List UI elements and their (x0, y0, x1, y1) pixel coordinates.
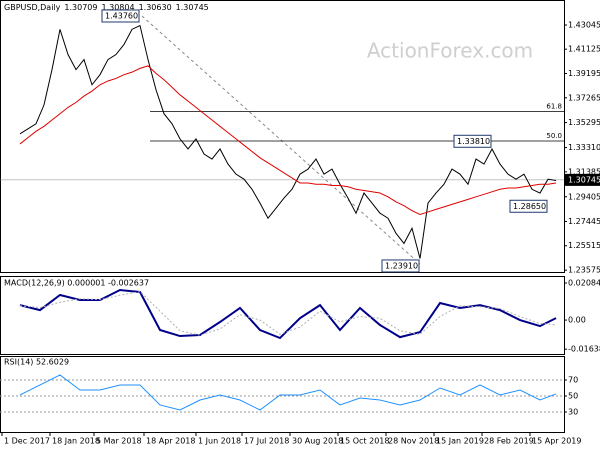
x-tick-label: 15 Jan 2019 (436, 437, 484, 446)
panel-frame (0, 0, 565, 273)
price-annotation: 1.33810 (453, 134, 492, 148)
panel-frame (0, 276, 565, 355)
trend-line (141, 15, 421, 265)
annotation-label: 1.43760 (105, 11, 138, 20)
series-line (19, 65, 557, 215)
price-annotation: 1.28650 (509, 199, 548, 213)
y-tick-label: 1.35295 (568, 118, 600, 127)
annotation-box (453, 134, 492, 148)
y-tick-label: 1.31385 (568, 167, 600, 176)
fib-label: 50.0 (546, 132, 562, 140)
y-tick-label: 1.27445 (568, 217, 600, 226)
series-line (19, 24, 557, 259)
x-tick-label: 28 Nov 2018 (388, 437, 439, 446)
low: 1.30630 (139, 3, 172, 12)
annotation-box (509, 199, 548, 213)
x-tick-label: 1 Dec 2017 (4, 437, 50, 446)
chart-header: GBPUSD,Daily 1.30709 1.30804 1.30630 1.30745 (4, 3, 209, 12)
macd-title: MACD(12,26,9) 0.000001 -0.002637 (4, 279, 149, 288)
series-line (19, 289, 557, 340)
x-tick-label: 15 Oct 2018 (340, 437, 389, 446)
series-line (19, 374, 557, 411)
y-tick-label: -0.016389 (568, 345, 600, 354)
annotation-box (381, 259, 420, 273)
x-tick-label: 5 Mar 2018 (96, 437, 142, 446)
x-tick-label: 15 Apr 2019 (532, 437, 581, 446)
annotation-label: 1.23910 (385, 261, 418, 270)
y-tick-label: 30 (568, 408, 578, 417)
y-tick-label: 1.33310 (568, 143, 600, 152)
watermark: ActionForex.com (367, 39, 533, 63)
x-tick-label: 18 Jan 2018 (52, 437, 100, 446)
y-tick-label: 1.39195 (568, 69, 600, 78)
x-tick-label: 17 Jul 2018 (244, 437, 289, 446)
open: 1.30709 (64, 3, 97, 12)
y-tick-label: 0.00 (568, 316, 586, 325)
panel-frame (0, 356, 565, 433)
last-price-box (565, 173, 600, 186)
x-tick-label: 1 Jun 2018 (198, 437, 241, 446)
y-tick-label: 1.41125 (568, 45, 600, 54)
x-tick-label: 18 Apr 2018 (146, 437, 195, 446)
symbol: GBPUSD,Daily (4, 3, 61, 12)
last-price-label: 1.30745 (568, 175, 600, 184)
close: 1.30745 (176, 3, 209, 12)
price-annotation: 1.23910 (381, 259, 420, 273)
y-tick-label: 1.25515 (568, 241, 600, 250)
fib-label: 61.8 (546, 102, 562, 110)
y-tick-label: 0.020848 (568, 279, 600, 288)
y-tick-label: 1.23575 (568, 266, 600, 275)
high: 1.30804 (101, 3, 134, 12)
y-tick-label: 70 (568, 376, 578, 385)
x-tick-label: 28 Feb 2019 (484, 437, 534, 446)
y-tick-label: 1.37265 (568, 93, 600, 102)
annotation-box (101, 9, 140, 23)
x-tick-label: 30 Aug 2018 (292, 437, 343, 446)
y-tick-label: 50 (568, 392, 578, 401)
price-annotation: 1.43760 (101, 9, 140, 23)
annotation-label: 1.33810 (457, 137, 490, 146)
annotation-label: 1.28650 (513, 202, 546, 211)
y-tick-label: 1.43045 (568, 20, 600, 29)
rsi-title: RSI(14) 52.6029 (4, 358, 69, 367)
y-tick-label: 1.29405 (568, 192, 600, 201)
